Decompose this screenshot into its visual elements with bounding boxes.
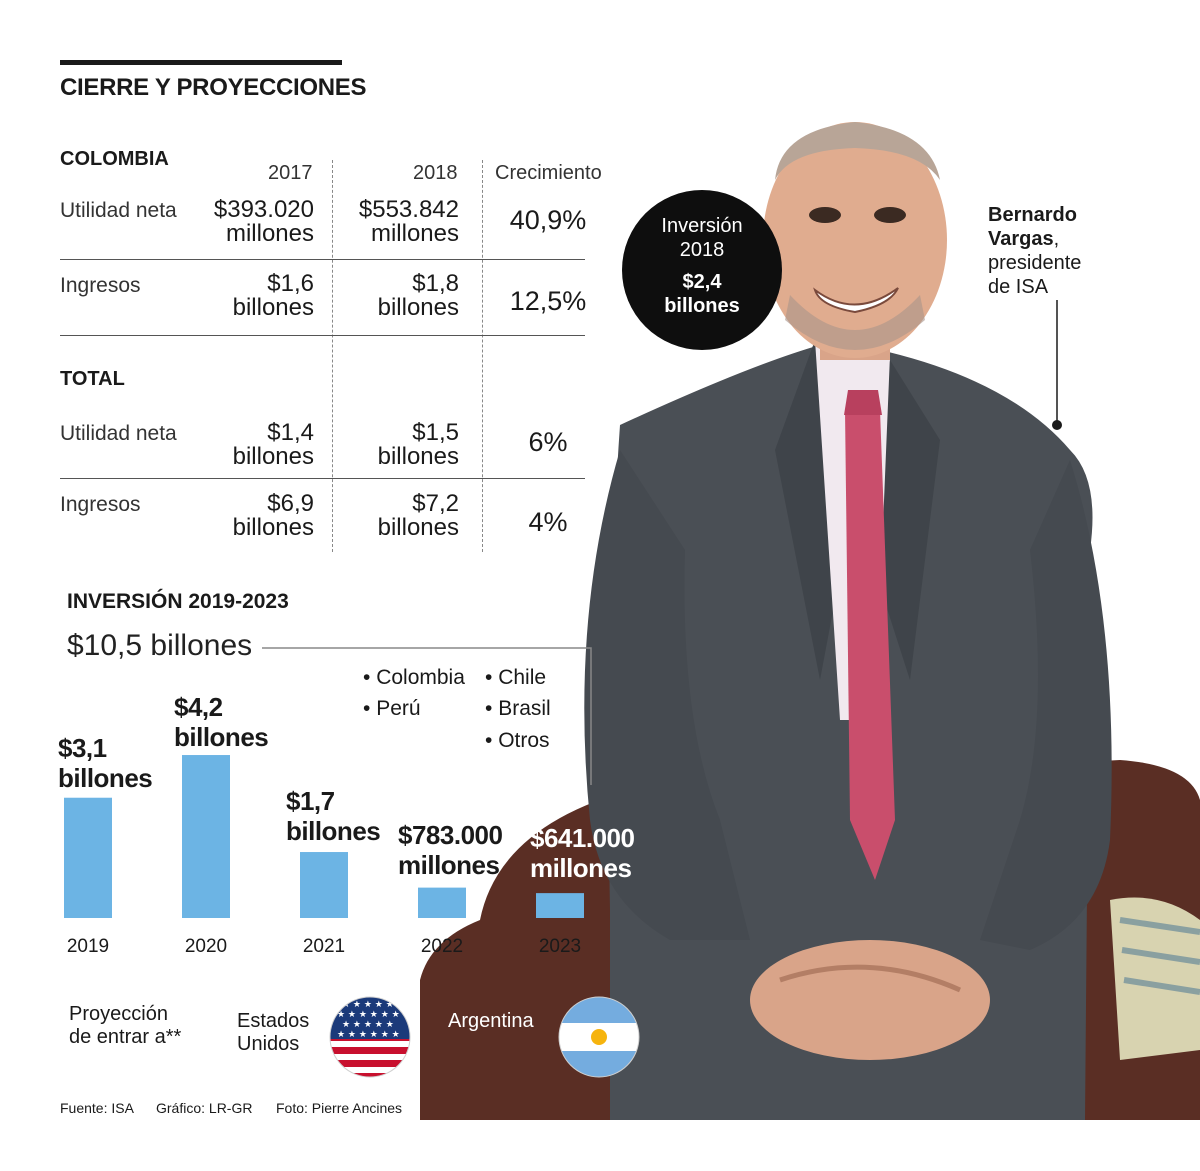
value-2017: $1,4 billones bbox=[232, 419, 314, 470]
growth-value: 40,9% bbox=[509, 205, 587, 235]
x-tick-2023: 2023 bbox=[539, 936, 581, 957]
bar-2021 bbox=[300, 852, 348, 918]
chart-title: INVERSIÓN 2019-2023 bbox=[67, 590, 289, 613]
svg-text:★ ★ ★ ★ ★ ★: ★ ★ ★ ★ ★ ★ bbox=[337, 1010, 400, 1020]
value-2017: $393.020 millones bbox=[213, 196, 314, 247]
value-2018: $7,2 billones bbox=[377, 490, 459, 541]
argentina-flag-icon bbox=[558, 996, 640, 1078]
col-head-2018: 2018 bbox=[413, 162, 458, 184]
total-bracket bbox=[262, 647, 592, 785]
photo-credit: Foto: Pierre Ancines bbox=[276, 1100, 403, 1116]
col-head-2017: 2017 bbox=[268, 162, 313, 184]
x-tick-2021: 2021 bbox=[303, 936, 345, 957]
graphic-credit: Gráfico: LR-GR bbox=[156, 1100, 253, 1116]
growth-value: 6% bbox=[528, 427, 568, 457]
column-divider bbox=[332, 160, 333, 552]
row-divider bbox=[60, 478, 585, 479]
legend-item-colombia: • Colombia bbox=[363, 666, 465, 689]
growth-value: 12,5% bbox=[509, 286, 587, 316]
svg-text:★ ★ ★ ★ ★: ★ ★ ★ ★ ★ bbox=[342, 1000, 394, 1010]
x-tick-2022: 2022 bbox=[421, 936, 463, 957]
legend-item-otros: • Otros bbox=[485, 729, 550, 752]
usa-flag-icon: ★ ★ ★ ★ ★ ★ ★ ★ ★ ★ ★ ★ ★ ★ ★ ★ ★ ★ ★ ★ … bbox=[329, 996, 411, 1078]
badge-line2: 2018 bbox=[679, 239, 725, 261]
x-tick-2019: 2019 bbox=[67, 936, 109, 957]
row-divider bbox=[60, 259, 585, 260]
bar-label-2021: $1,7 billones bbox=[286, 786, 381, 846]
bar-label-2019: $3,1 billones bbox=[58, 733, 153, 793]
value-2018: $553.842 millones bbox=[358, 196, 459, 247]
person-company: de ISA bbox=[988, 276, 1049, 298]
column-divider bbox=[482, 160, 483, 552]
value-2017: $6,9 billones bbox=[232, 490, 314, 541]
chart-total: $10,5 billones bbox=[67, 629, 253, 662]
svg-text:★ ★ ★ ★ ★ ★: ★ ★ ★ ★ ★ ★ bbox=[337, 1030, 400, 1040]
projection-label: Proyección de entrar a** bbox=[69, 1003, 182, 1048]
total-heading: TOTAL bbox=[60, 368, 125, 390]
x-tick-2020: 2020 bbox=[185, 936, 227, 957]
growth-value: 4% bbox=[528, 507, 568, 537]
page-title: CIERRE Y PROYECCIONES bbox=[60, 74, 367, 101]
person-first-name: Bernardo bbox=[988, 204, 1077, 226]
col-head-growth: Crecimiento bbox=[495, 162, 602, 184]
colombia-heading: COLOMBIA bbox=[60, 148, 169, 170]
bar-label-2023: $641.000 millones bbox=[530, 823, 635, 883]
person-caption: Bernardo Vargas, presidente de ISA bbox=[988, 204, 1082, 298]
title-rule bbox=[60, 60, 342, 65]
bar-label-2020: $4,2 billones bbox=[174, 692, 269, 752]
investment-2018-badge: Inversión 2018 $2,4 billones bbox=[622, 190, 782, 350]
row-label: Ingresos bbox=[60, 493, 141, 516]
bar-2023 bbox=[536, 893, 584, 918]
badge-unit: billones bbox=[664, 295, 740, 317]
person-last-name: Vargas bbox=[988, 228, 1054, 250]
value-2017: $1,6 billones bbox=[232, 270, 314, 321]
badge-line1: Inversión bbox=[661, 215, 743, 237]
value-2018: $1,8 billones bbox=[377, 270, 459, 321]
row-label: Utilidad neta bbox=[60, 199, 177, 222]
svg-text:★ ★ ★ ★ ★: ★ ★ ★ ★ ★ bbox=[342, 1020, 394, 1030]
source-credit: Fuente: ISA bbox=[60, 1100, 134, 1116]
country-usa-label: Estados Unidos bbox=[237, 1010, 310, 1055]
legend-item-peru: • Perú bbox=[363, 697, 421, 720]
legend-item-chile: • Chile bbox=[485, 666, 547, 689]
bar-2022 bbox=[418, 887, 466, 918]
country-argentina-label: Argentina bbox=[448, 1010, 534, 1032]
row-label: Utilidad neta bbox=[60, 422, 177, 445]
row-divider bbox=[60, 335, 585, 336]
bar-label-2022: $783.000 millones bbox=[398, 820, 503, 880]
legend-item-brasil: • Brasil bbox=[485, 697, 551, 720]
bar-2020 bbox=[182, 755, 230, 918]
badge-amount: $2,4 bbox=[682, 271, 722, 293]
bar-chart: 2019 2020 2021 2022 2023 bbox=[64, 755, 584, 957]
bar-2019 bbox=[64, 797, 112, 918]
person-role: presidente bbox=[988, 252, 1082, 274]
caption-pointer bbox=[1052, 300, 1062, 430]
row-label: Ingresos bbox=[60, 274, 141, 297]
value-2018: $1,5 billones bbox=[377, 419, 459, 470]
